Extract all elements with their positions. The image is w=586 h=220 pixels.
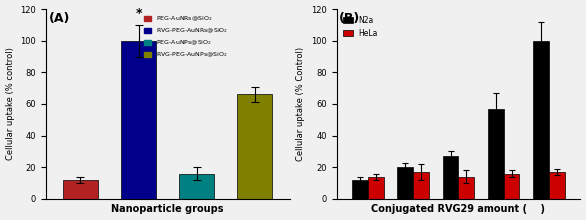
Bar: [442, 156, 458, 199]
Legend: PEG-AuNRs@SiO$_2$, RVG-PEG-AuNRs@SiO$_2$, PEG-AuNPs@SiO$_2$, RVG-PEG-AuNPs@SiO$_: PEG-AuNRs@SiO$_2$, RVG-PEG-AuNRs@SiO$_2$…: [141, 12, 231, 62]
X-axis label: Conjugated RVG29 amount (    ): Conjugated RVG29 amount ( ): [372, 204, 546, 214]
Text: *: *: [135, 7, 142, 20]
Bar: [413, 172, 429, 199]
Bar: [533, 41, 549, 199]
Y-axis label: Cellular uptake (% control): Cellular uptake (% control): [5, 48, 15, 160]
Bar: [121, 41, 156, 199]
Text: (B): (B): [339, 12, 360, 25]
Legend: N2a, HeLa: N2a, HeLa: [340, 13, 381, 41]
Bar: [503, 174, 519, 199]
Bar: [458, 177, 474, 199]
Text: (A): (A): [49, 12, 70, 25]
Bar: [63, 180, 98, 199]
Bar: [237, 94, 272, 199]
Bar: [179, 174, 214, 199]
Bar: [488, 109, 503, 199]
Bar: [352, 180, 368, 199]
Bar: [397, 167, 413, 199]
X-axis label: Nanoparticle groups: Nanoparticle groups: [111, 204, 224, 214]
Bar: [368, 177, 384, 199]
Bar: [549, 172, 565, 199]
Y-axis label: Cellular uptake (% Control): Cellular uptake (% Control): [297, 47, 305, 161]
